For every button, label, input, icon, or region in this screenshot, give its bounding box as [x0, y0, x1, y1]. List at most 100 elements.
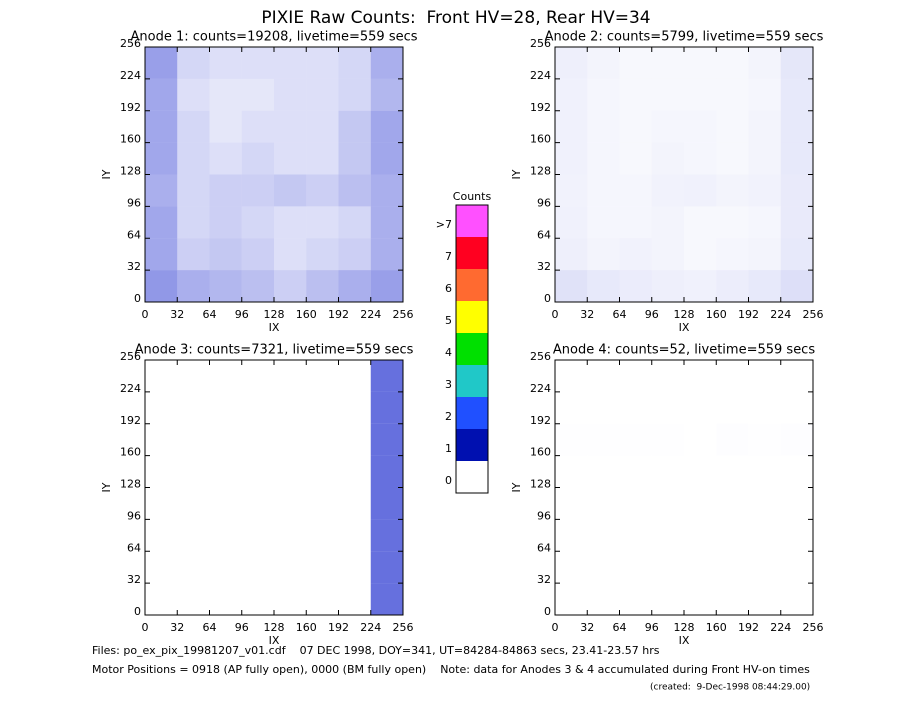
density-cell: [370, 142, 403, 175]
density-cell: [210, 551, 242, 583]
density-cell: [716, 143, 748, 175]
density-cell: [749, 424, 781, 456]
y-tick-label: 128: [530, 165, 551, 178]
density-cell: [652, 424, 684, 456]
x-tick-label: 96: [235, 308, 249, 321]
density-cell: [370, 110, 403, 143]
y-tick-label: 32: [127, 573, 141, 586]
density-cell: [274, 174, 307, 207]
density-cell: [145, 270, 178, 302]
density-cell: [587, 47, 620, 79]
y-tick-label: 224: [120, 69, 141, 82]
density-cell: [210, 488, 242, 520]
density-cell: [242, 519, 274, 551]
y-tick-label: 224: [530, 382, 551, 395]
x-tick-label: 128: [674, 621, 695, 634]
density-cell: [652, 392, 684, 424]
density-cell: [339, 360, 371, 392]
density-cell: [274, 488, 306, 520]
density-cell: [620, 519, 652, 551]
density-cell: [780, 238, 813, 271]
x-tick-label: 224: [360, 308, 381, 321]
density-cell: [781, 392, 813, 424]
density-cell: [306, 110, 339, 143]
density-cell: [684, 360, 716, 392]
density-cell: [781, 424, 813, 456]
density-cell: [587, 78, 620, 111]
density-cell: [587, 206, 620, 239]
x-tick-label: 256: [803, 308, 824, 321]
colorbar-swatch: [456, 429, 488, 461]
x-tick-label: 224: [360, 621, 381, 634]
density-cell: [587, 392, 619, 424]
y-tick-label: 256: [120, 37, 141, 50]
density-cell: [145, 583, 177, 615]
density-cell: [587, 110, 620, 143]
density-cell: [652, 551, 684, 583]
density-cell: [145, 519, 177, 551]
density-cell: [555, 424, 587, 456]
y-tick-label: 0: [544, 605, 551, 618]
y-tick-label: 96: [127, 509, 141, 522]
density-cell: [780, 47, 813, 79]
density-cell: [274, 456, 306, 488]
x-tick-label: 256: [803, 621, 824, 634]
density-cell: [652, 47, 684, 79]
density-cell: [177, 488, 209, 520]
density-cell: [620, 143, 652, 175]
x-tick-label: 192: [738, 308, 759, 321]
colorbar-swatch: [456, 365, 488, 397]
density-cell: [587, 270, 620, 302]
density-cell: [306, 142, 339, 175]
density-cell: [370, 455, 403, 488]
x-tick-label: 256: [393, 621, 414, 634]
density-cell: [555, 456, 587, 488]
density-cell: [306, 392, 338, 424]
density-cell: [555, 78, 588, 111]
density-cell: [177, 270, 210, 302]
density-cell: [370, 391, 403, 424]
density-cell: [781, 360, 813, 392]
density-cell: [145, 360, 177, 392]
density-cell: [306, 174, 339, 207]
density-cell: [241, 238, 274, 271]
density-cell: [177, 583, 209, 615]
density-cell: [306, 47, 339, 79]
density-cell: [242, 392, 274, 424]
y-tick-label: 128: [120, 478, 141, 491]
density-cell: [780, 206, 813, 239]
x-tick-label: 192: [328, 308, 349, 321]
y-tick-label: 256: [530, 37, 551, 50]
y-tick-label: 0: [134, 292, 141, 305]
density-cell: [370, 423, 403, 456]
colorbar-label: 0: [445, 474, 452, 487]
density-cell: [209, 142, 242, 175]
density-cell: [781, 551, 813, 583]
density-cell: [209, 110, 242, 143]
footer-created: (created: 9-Dec-1998 08:44:29.00): [650, 683, 810, 693]
density-cell: [145, 456, 177, 488]
density-cell: [555, 583, 587, 615]
density-cell: [370, 238, 403, 271]
x-tick-label: 160: [296, 308, 317, 321]
density-cell: [370, 551, 403, 584]
colorbar-label: 2: [445, 410, 452, 423]
y-tick-label: 32: [537, 573, 551, 586]
density-cell: [555, 519, 587, 551]
colorbar-frame: [455, 204, 489, 494]
density-cell: [716, 47, 748, 79]
density-cell: [306, 456, 338, 488]
x-tick-label: 160: [706, 621, 727, 634]
density-cell: [555, 392, 587, 424]
density-cell: [209, 206, 242, 239]
density-cell: [587, 424, 619, 456]
density-cell: [210, 583, 242, 615]
x-tick-label: 64: [613, 308, 627, 321]
density-cell: [370, 583, 403, 615]
density-cell: [242, 456, 274, 488]
density-cell: [338, 110, 371, 143]
density-cell: [620, 551, 652, 583]
y-tick-label: 256: [530, 350, 551, 363]
